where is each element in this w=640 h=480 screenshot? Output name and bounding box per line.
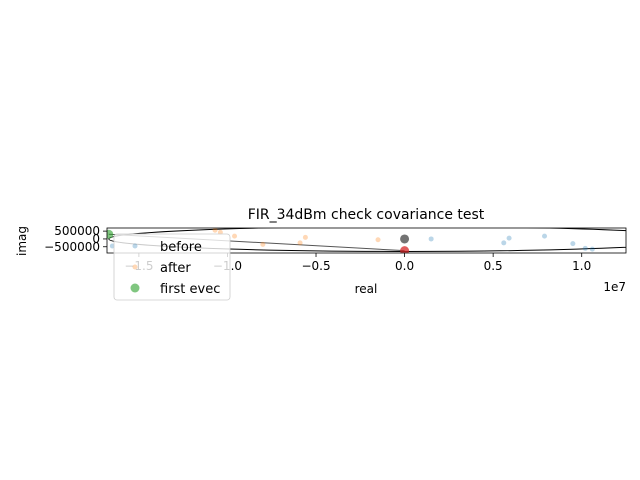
point-before	[542, 233, 548, 239]
marker-point-0	[400, 234, 410, 244]
point-after	[302, 234, 308, 240]
point-before	[570, 241, 576, 247]
x-tick-label: 0.0	[395, 259, 414, 273]
legend-label-after: after	[160, 261, 191, 276]
point-before	[589, 246, 595, 252]
point-after	[212, 228, 218, 233]
point-before	[109, 243, 115, 249]
plot-content	[107, 228, 626, 253]
point-before	[428, 236, 434, 242]
point-before	[501, 240, 507, 246]
axes-frame	[106, 227, 627, 254]
legend-label-before: before	[160, 240, 202, 255]
point-after	[260, 241, 266, 247]
point-after	[297, 240, 303, 246]
x-offset-label: 1e7	[603, 280, 626, 294]
x-tick-label: 1.0	[572, 259, 591, 273]
point-before	[506, 235, 512, 241]
plot-area	[106, 227, 627, 254]
legend-box	[113, 233, 231, 301]
x-tick-label: −0.5	[301, 259, 330, 273]
legend-marker-before	[132, 243, 138, 249]
y-tick-label: 500000	[54, 224, 100, 238]
legend-marker-first-evec	[130, 283, 140, 293]
y-axis-label: imag	[15, 226, 29, 256]
x-axis-label: real	[355, 282, 378, 296]
point-before	[582, 245, 588, 251]
point-after	[232, 233, 238, 239]
x-tick-label: 0.5	[484, 259, 503, 273]
y-tick-label: 0	[92, 232, 100, 246]
legend-marker-after	[132, 264, 138, 270]
marker-point-1	[400, 246, 410, 253]
legend-label-first-evec: first evec	[160, 282, 220, 297]
point-first-evec	[107, 229, 114, 239]
point-after	[375, 237, 381, 243]
chart-title: FIR_34dBm check covariance test	[248, 207, 485, 223]
legend: before after first evec	[113, 233, 231, 301]
y-tick-label: −500000	[44, 240, 100, 254]
